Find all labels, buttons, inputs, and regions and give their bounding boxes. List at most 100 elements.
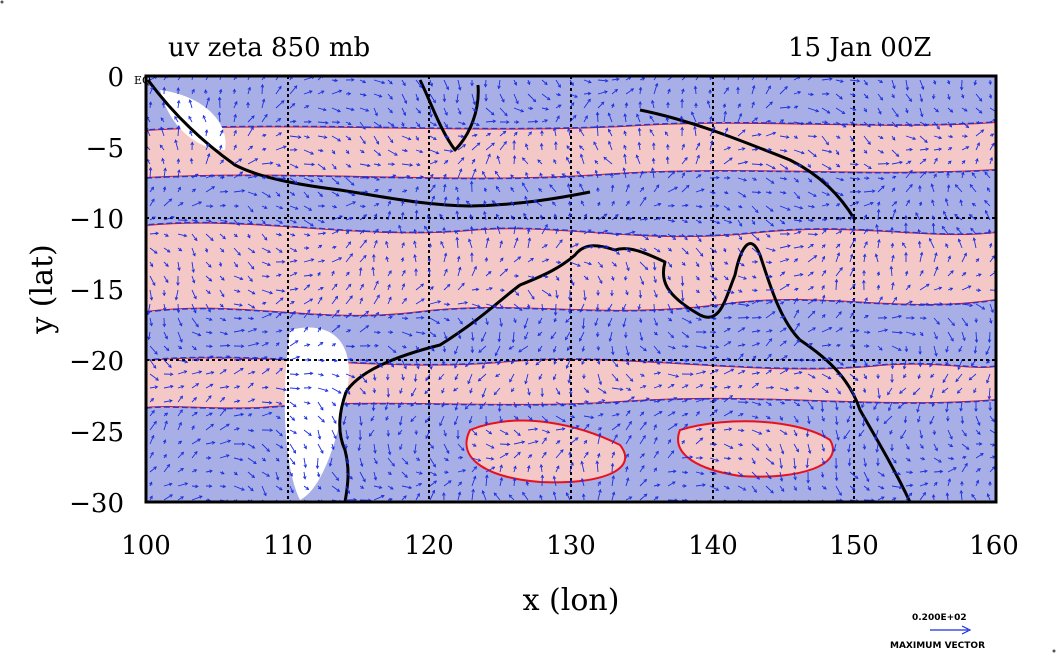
wind-vector (233, 190, 245, 193)
wind-vector-head (372, 377, 377, 382)
wind-vector (457, 301, 468, 305)
wind-vector-head (902, 365, 907, 370)
wind-vectors (146, 76, 996, 502)
wind-vector-head (784, 368, 789, 373)
wind-vector (737, 129, 746, 137)
wind-vector (565, 317, 571, 323)
wind-vector (737, 353, 744, 361)
wind-vector (163, 483, 173, 487)
wind-vector-head (319, 341, 324, 346)
wind-vector-head (917, 240, 922, 245)
wind-vector (667, 186, 678, 193)
wind-vector (597, 91, 608, 95)
wind-vector (835, 230, 842, 235)
wind-vector (555, 387, 561, 395)
wind-vector (457, 491, 461, 501)
wind-vector-head (389, 139, 394, 144)
wind-vector-head (386, 394, 391, 398)
wind-vector-head (234, 100, 238, 105)
wind-vector-head (991, 418, 995, 423)
wind-vector (624, 113, 627, 123)
wind-vector-head (218, 88, 223, 93)
wind-vector-head (931, 493, 936, 498)
wind-vector-head (266, 473, 271, 477)
wind-vector (709, 428, 716, 431)
wind-vector (275, 100, 285, 109)
wind-vector-head (875, 223, 879, 228)
wind-vector-head (240, 367, 244, 372)
wind-vector-head (667, 88, 671, 93)
wind-vector (569, 243, 579, 249)
wind-vector-head (489, 287, 493, 291)
wind-vector-head (624, 334, 628, 339)
wind-vector (902, 242, 907, 249)
wind-vector-head (320, 287, 324, 291)
wind-vector-head (813, 193, 817, 197)
wind-vector (957, 387, 963, 394)
wind-vector (933, 121, 940, 130)
wind-vector-head (698, 317, 702, 321)
wind-vector-head (520, 109, 525, 113)
wind-vector-head (794, 432, 798, 437)
wind-vector-head (472, 475, 477, 480)
wind-vector (653, 275, 657, 283)
wind-vector-head (664, 131, 669, 135)
wind-vector (415, 186, 419, 193)
wind-vector-head (610, 184, 615, 189)
wind-vector-head (497, 338, 502, 343)
wind-vector (751, 133, 761, 137)
wind-vector-head (436, 320, 441, 324)
wind-vector (793, 371, 802, 375)
wind-vector (205, 289, 211, 294)
wind-vector-head (495, 373, 499, 377)
wind-vector (177, 303, 180, 313)
wind-vector-head (385, 240, 389, 245)
wind-vector-head (823, 217, 828, 222)
wind-vector-head (643, 493, 648, 498)
wind-vector (566, 345, 571, 351)
wind-vector-head (236, 399, 241, 403)
wind-vector (331, 135, 341, 142)
wind-vector (469, 214, 473, 221)
wind-vector (793, 457, 796, 469)
wind-vector-head (855, 201, 860, 205)
wind-vector (611, 359, 619, 367)
wind-vector-head (934, 481, 938, 486)
wind-vector (849, 107, 856, 111)
wind-vector (933, 158, 938, 165)
wind-vector-head (701, 188, 705, 192)
wind-vector-head (962, 337, 966, 342)
wind-vector-head (654, 496, 659, 500)
wind-vector-head (247, 86, 251, 91)
wind-vector (497, 155, 501, 165)
wind-vector-head (293, 248, 298, 252)
wind-vector (751, 401, 761, 406)
wind-vector (709, 303, 718, 308)
wind-vector-head (725, 233, 730, 237)
wind-vector (779, 149, 787, 152)
wind-vector-head (951, 322, 955, 327)
wind-vector-head (793, 476, 797, 481)
wind-vector-head (688, 320, 693, 324)
y-tick-label: −10 (69, 205, 124, 235)
wind-vector-head (249, 145, 254, 150)
wind-vector-head (510, 174, 514, 178)
wind-vector (639, 385, 646, 389)
wind-vector (933, 266, 939, 277)
wind-vector-head (742, 129, 746, 133)
wind-vector-head (150, 186, 155, 191)
wind-vector (414, 254, 417, 263)
wind-vector-head (799, 206, 804, 210)
wind-vector-head (697, 174, 702, 178)
wind-vector (219, 76, 222, 81)
wind-vector (652, 158, 655, 165)
wind-vector (429, 121, 437, 126)
wind-vector-head (755, 299, 760, 304)
wind-vector-head (986, 360, 990, 364)
wind-vector-head (978, 442, 983, 446)
wind-vector-head (961, 171, 965, 176)
wind-vector-head (162, 323, 167, 328)
wind-vector (960, 199, 963, 207)
wind-vector (876, 443, 879, 453)
wind-vector (933, 331, 938, 340)
